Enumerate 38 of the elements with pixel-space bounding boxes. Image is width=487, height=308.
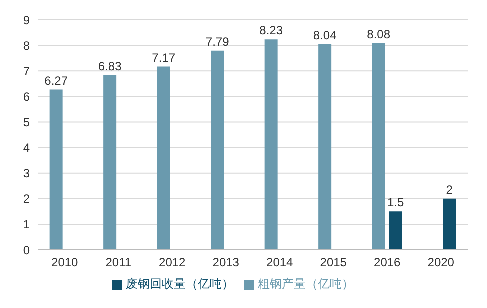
data-label: 8.08 xyxy=(367,28,391,42)
legend-label: 废钢回收量（亿吨） xyxy=(126,277,234,291)
y-tick-label: 6 xyxy=(23,90,30,104)
y-tick-label: 8 xyxy=(23,38,30,53)
data-label: 6.27 xyxy=(44,74,68,88)
y-tick-label: 7 xyxy=(23,64,30,78)
bar xyxy=(211,50,224,250)
x-tick-label: 2016 xyxy=(374,256,402,270)
y-tick-label: 1 xyxy=(23,218,30,232)
x-tick-label: 2011 xyxy=(106,256,132,270)
y-tick-label: 5 xyxy=(23,115,30,130)
bar xyxy=(389,212,402,250)
y-tick-label: 3 xyxy=(23,166,30,181)
bar xyxy=(50,90,63,250)
x-tick-label: 2015 xyxy=(320,256,348,270)
y-tick-label: 2 xyxy=(23,192,30,206)
data-label: 8.04 xyxy=(313,28,338,43)
data-label: 6.83 xyxy=(98,59,122,74)
x-tick-label: 2014 xyxy=(266,256,294,270)
y-tick-label: 0 xyxy=(23,243,30,258)
x-tick-label: 2010 xyxy=(52,256,79,270)
data-label: 8.23 xyxy=(260,24,284,38)
x-tick-label: 2020 xyxy=(428,256,455,270)
bar xyxy=(443,198,456,250)
x-tick-label: 2012 xyxy=(159,256,186,270)
bar xyxy=(318,44,332,250)
data-label: 7.17 xyxy=(152,50,176,65)
data-label: 7.79 xyxy=(206,34,230,49)
data-label: 1.5 xyxy=(387,196,404,210)
y-tick-label: 9 xyxy=(23,13,30,28)
bar xyxy=(157,66,170,250)
bar xyxy=(372,44,386,250)
x-tick-label: 2013 xyxy=(212,256,240,270)
bar xyxy=(104,75,117,250)
data-label: 2 xyxy=(446,182,454,197)
legend-label: 粗钢产量（亿吨） xyxy=(258,277,354,291)
y-tick-label: 4 xyxy=(23,141,30,156)
bar xyxy=(264,40,278,250)
